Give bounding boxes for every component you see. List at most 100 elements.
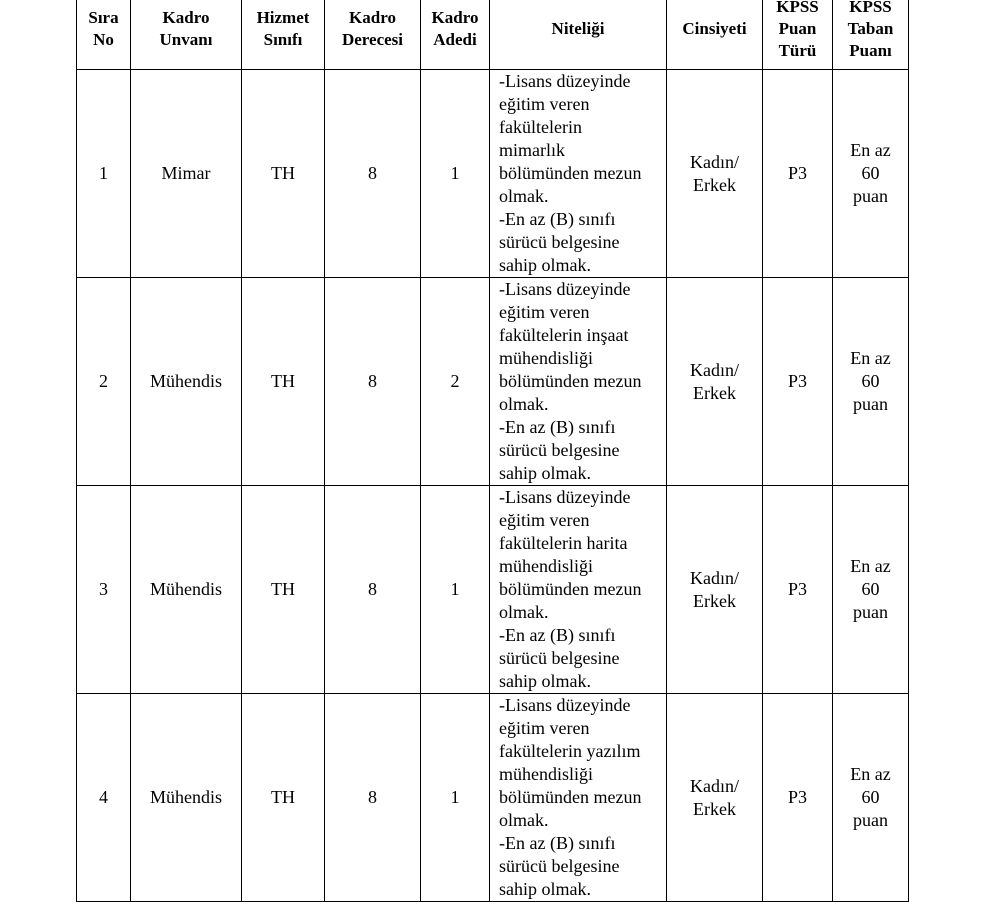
cinsiyeti-cell-line: Kadın/ bbox=[690, 775, 739, 796]
header-line: Puanı bbox=[849, 40, 892, 60]
kadro-adedi-cell: 1 bbox=[420, 69, 490, 278]
kadro-adedi-cell: 1 bbox=[420, 693, 490, 902]
table-row: 2 Mühendis TH 8 2 -Lisans düzeyinde eğitim ver… bbox=[76, 277, 909, 486]
kpss-taban-puani-cell-line: En az bbox=[850, 140, 891, 160]
niteligi-cell-line: sürücü belgesine bbox=[499, 440, 620, 460]
kpss-taban-puani-cell-line: 60 bbox=[861, 787, 880, 807]
header-line: Puan bbox=[778, 18, 817, 38]
kpss-taban-puani-cell-line: puan bbox=[853, 810, 888, 830]
header-line: Hizmet bbox=[256, 7, 310, 27]
header-line: Türü bbox=[778, 40, 817, 60]
cinsiyeti-cell: Kadın/Erkek bbox=[666, 69, 763, 278]
niteligi-cell-line: bölümünden mezun bbox=[499, 579, 642, 599]
header-line: Taban bbox=[847, 18, 894, 38]
niteligi-cell-line: bölümünden mezun bbox=[499, 163, 642, 183]
kadro-unvani-cell: Mühendis bbox=[130, 485, 242, 694]
hizmet-sinifi-cell: TH bbox=[241, 693, 325, 902]
kpss-taban-puani-cell-line: 60 bbox=[861, 371, 880, 391]
header-niteligi: Niteliği bbox=[489, 0, 667, 70]
cinsiyeti-cell: Kadın/Erkek bbox=[666, 277, 763, 486]
cinsiyeti-cell-line: Erkek bbox=[693, 590, 736, 611]
kadro-unvani-cell: Mimar bbox=[130, 69, 242, 278]
kpss-taban-puani-cell-line: 60 bbox=[861, 579, 880, 599]
cinsiyeti-cell-line: Erkek bbox=[693, 382, 736, 403]
hizmet-sinifi-cell: TH bbox=[241, 277, 325, 486]
kadro-adedi-cell: 2 bbox=[420, 277, 490, 486]
kpss-taban-puani-cell-line: 60 bbox=[861, 163, 880, 183]
niteligi-cell-line: fakültelerin bbox=[499, 117, 582, 137]
kadro-derecesi-cell: 8 bbox=[324, 69, 421, 278]
hizmet-sinifi-cell: TH bbox=[241, 69, 325, 278]
kadro-derecesi-cell: 8 bbox=[324, 485, 421, 694]
niteligi-cell-line: olmak. bbox=[499, 186, 549, 206]
header-line: Sıra bbox=[88, 7, 119, 27]
header-kpss-puan-turu: KPSS Puan Türü bbox=[762, 0, 833, 70]
kpss-taban-puani-cell: En az 60 puan bbox=[832, 693, 909, 902]
header-line: Kadro bbox=[349, 7, 396, 27]
kpss-taban-puani-cell-line: En az bbox=[850, 348, 891, 368]
niteligi-cell-line: eğitim veren bbox=[499, 510, 590, 530]
niteligi-cell-line: -En az (B) sınıfı bbox=[499, 209, 616, 229]
niteligi-cell-line: -Lisans düzeyinde bbox=[499, 695, 631, 715]
niteligi-cell-line: olmak. bbox=[499, 810, 549, 830]
header-line: KPSS bbox=[776, 0, 819, 16]
niteligi-cell-line: eğitim veren bbox=[499, 718, 590, 738]
niteligi-cell-line: olmak. bbox=[499, 394, 549, 414]
header-line: Kadro bbox=[162, 7, 210, 27]
kadro-unvani-cell: Mühendis bbox=[130, 277, 242, 486]
kadro-adedi-cell: 1 bbox=[420, 485, 490, 694]
niteligi-cell-line: -En az (B) sınıfı bbox=[499, 625, 616, 645]
header-line: Derecesi bbox=[341, 29, 404, 49]
sira-no-cell: 3 bbox=[76, 485, 131, 694]
sira-no-cell: 2 bbox=[76, 277, 131, 486]
cinsiyeti-cell-line: Erkek bbox=[693, 174, 736, 195]
kpss-taban-puani-cell-line: En az bbox=[850, 556, 891, 576]
header-line: No bbox=[93, 29, 114, 49]
header-line: Sınıfı bbox=[263, 29, 303, 49]
kpss-taban-puani-cell-line: puan bbox=[853, 602, 888, 622]
kadro-table: Sıra No Kadro Unvanı Hizmet Sınıfı Kadro Derece… bbox=[76, 0, 909, 902]
header-line: KPSS bbox=[849, 0, 892, 16]
niteligi-cell-line: sürücü belgesine bbox=[499, 232, 620, 252]
kpss-puan-turu-cell: P3 bbox=[762, 485, 833, 694]
kpss-taban-puani-cell-line: puan bbox=[853, 394, 888, 414]
header-kadro-derecesi: Kadro Derecesi bbox=[324, 0, 421, 70]
kpss-taban-puani-cell: En az 60 puan bbox=[832, 69, 909, 278]
cinsiyeti-cell-line: Kadın/ bbox=[690, 359, 739, 380]
niteligi-cell-line: bölümünden mezun bbox=[499, 787, 642, 807]
niteligi-cell-line: -Lisans düzeyinde bbox=[499, 487, 631, 507]
cinsiyeti-cell-line: Kadın/ bbox=[690, 151, 739, 172]
header-sira-no: Sıra No bbox=[76, 0, 131, 70]
table-row: 4 Mühendis TH 8 1 -Lisans düzeyinde eğitim ver… bbox=[76, 693, 909, 902]
niteligi-cell: -Lisans düzeyinde eğitim veren fakülteleri… bbox=[489, 693, 667, 902]
niteligi-cell-line: sürücü belgesine bbox=[499, 648, 620, 668]
header-kpss-taban-puani: KPSS Taban Puanı bbox=[832, 0, 909, 70]
kpss-taban-puani-cell-line: puan bbox=[853, 186, 888, 206]
header-line: Niteliği bbox=[551, 18, 605, 38]
niteligi-cell-line: sahip olmak. bbox=[499, 255, 591, 275]
table-row: 3 Mühendis TH 8 1 -Lisans düzeyinde eğitim ver… bbox=[76, 485, 909, 694]
niteligi-cell-line: -En az (B) sınıfı bbox=[499, 833, 616, 853]
table-row: 1 Mimar TH 8 1 -Lisans düzeyinde eğitim veren f… bbox=[76, 69, 909, 278]
kpss-puan-turu-cell: P3 bbox=[762, 277, 833, 486]
header-line: Adedi bbox=[433, 29, 477, 49]
niteligi-cell-line: eğitim veren bbox=[499, 94, 590, 114]
cinsiyeti-cell-line: Kadın/ bbox=[690, 567, 739, 588]
sira-no-cell: 4 bbox=[76, 693, 131, 902]
niteligi-cell-line: mimarlık bbox=[499, 140, 565, 160]
kpss-puan-turu-cell: P3 bbox=[762, 69, 833, 278]
niteligi-cell: -Lisans düzeyinde eğitim veren fakülteleri… bbox=[489, 485, 667, 694]
niteligi-cell-line: sahip olmak. bbox=[499, 463, 591, 483]
cinsiyeti-cell: Kadın/Erkek bbox=[666, 693, 763, 902]
kpss-puan-turu-cell: P3 bbox=[762, 693, 833, 902]
niteligi-cell-line: fakültelerin harita bbox=[499, 533, 628, 553]
niteligi-cell-line: fakültelerin inşaat bbox=[499, 325, 629, 345]
niteligi-cell-line: sahip olmak. bbox=[499, 879, 591, 899]
header-line: Kadro bbox=[431, 7, 479, 27]
header-row: Sıra No Kadro Unvanı Hizmet Sınıfı Kadro Derece… bbox=[76, 0, 909, 70]
kadro-derecesi-cell: 8 bbox=[324, 693, 421, 902]
kadro-unvani-cell: Mühendis bbox=[130, 693, 242, 902]
header-kadro-unvani: Kadro Unvanı bbox=[130, 0, 242, 70]
niteligi-cell: -Lisans düzeyinde eğitim veren fakülteleri… bbox=[489, 69, 667, 278]
niteligi-cell-line: -Lisans düzeyinde bbox=[499, 279, 631, 299]
